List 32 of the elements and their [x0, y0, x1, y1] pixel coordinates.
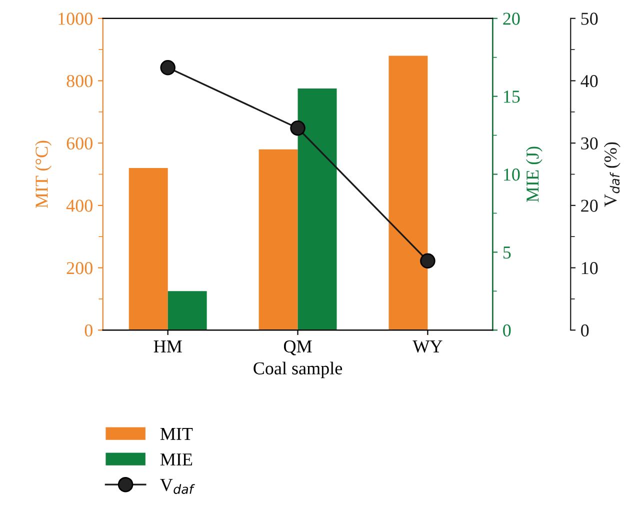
y-tick-label: 800: [66, 74, 92, 88]
legend-label: V$_{daf}$: [160, 478, 195, 494]
y-tick-label: 0: [84, 324, 92, 337]
y2-tick-label: 10: [504, 168, 520, 181]
y2-tick-label: 0: [503, 324, 511, 337]
bar: [128, 168, 168, 330]
y-tick-label: 1000: [58, 12, 92, 25]
y-tick-label: 400: [66, 200, 92, 212]
y3-tick-label: 40: [580, 74, 598, 88]
bar: [388, 56, 428, 330]
x-tick-label: QM: [284, 340, 312, 356]
y3-tick-label: 50: [581, 12, 598, 25]
point: [290, 120, 306, 136]
point: [420, 253, 436, 269]
y2-tick-label: 20: [503, 12, 520, 25]
y2-axis-title: MIE (J): [526, 146, 542, 202]
y2-tick-label: 15: [504, 90, 520, 103]
y3-axis-title: V$_{daf}$ (%): [604, 142, 620, 207]
y3-tick-label: 0: [581, 324, 589, 337]
y3-tick-label: 10: [582, 262, 598, 274]
x-tick-label: HM: [154, 340, 182, 352]
point: [160, 60, 176, 76]
x-tick-label: WY: [412, 340, 442, 353]
x-axis-title: Coal sample: [254, 362, 342, 378]
y3-tick-label: 30: [581, 137, 598, 150]
legend-label: MIE: [160, 454, 192, 466]
y2-tick-label: 5: [503, 246, 511, 259]
y-tick-label: 200: [66, 262, 92, 274]
y3-tick-label: 20: [581, 200, 598, 212]
legend-label: MIT: [160, 428, 193, 440]
y-axis-title: MIT (°C): [35, 140, 52, 208]
y-tick-label: 600: [66, 137, 92, 150]
